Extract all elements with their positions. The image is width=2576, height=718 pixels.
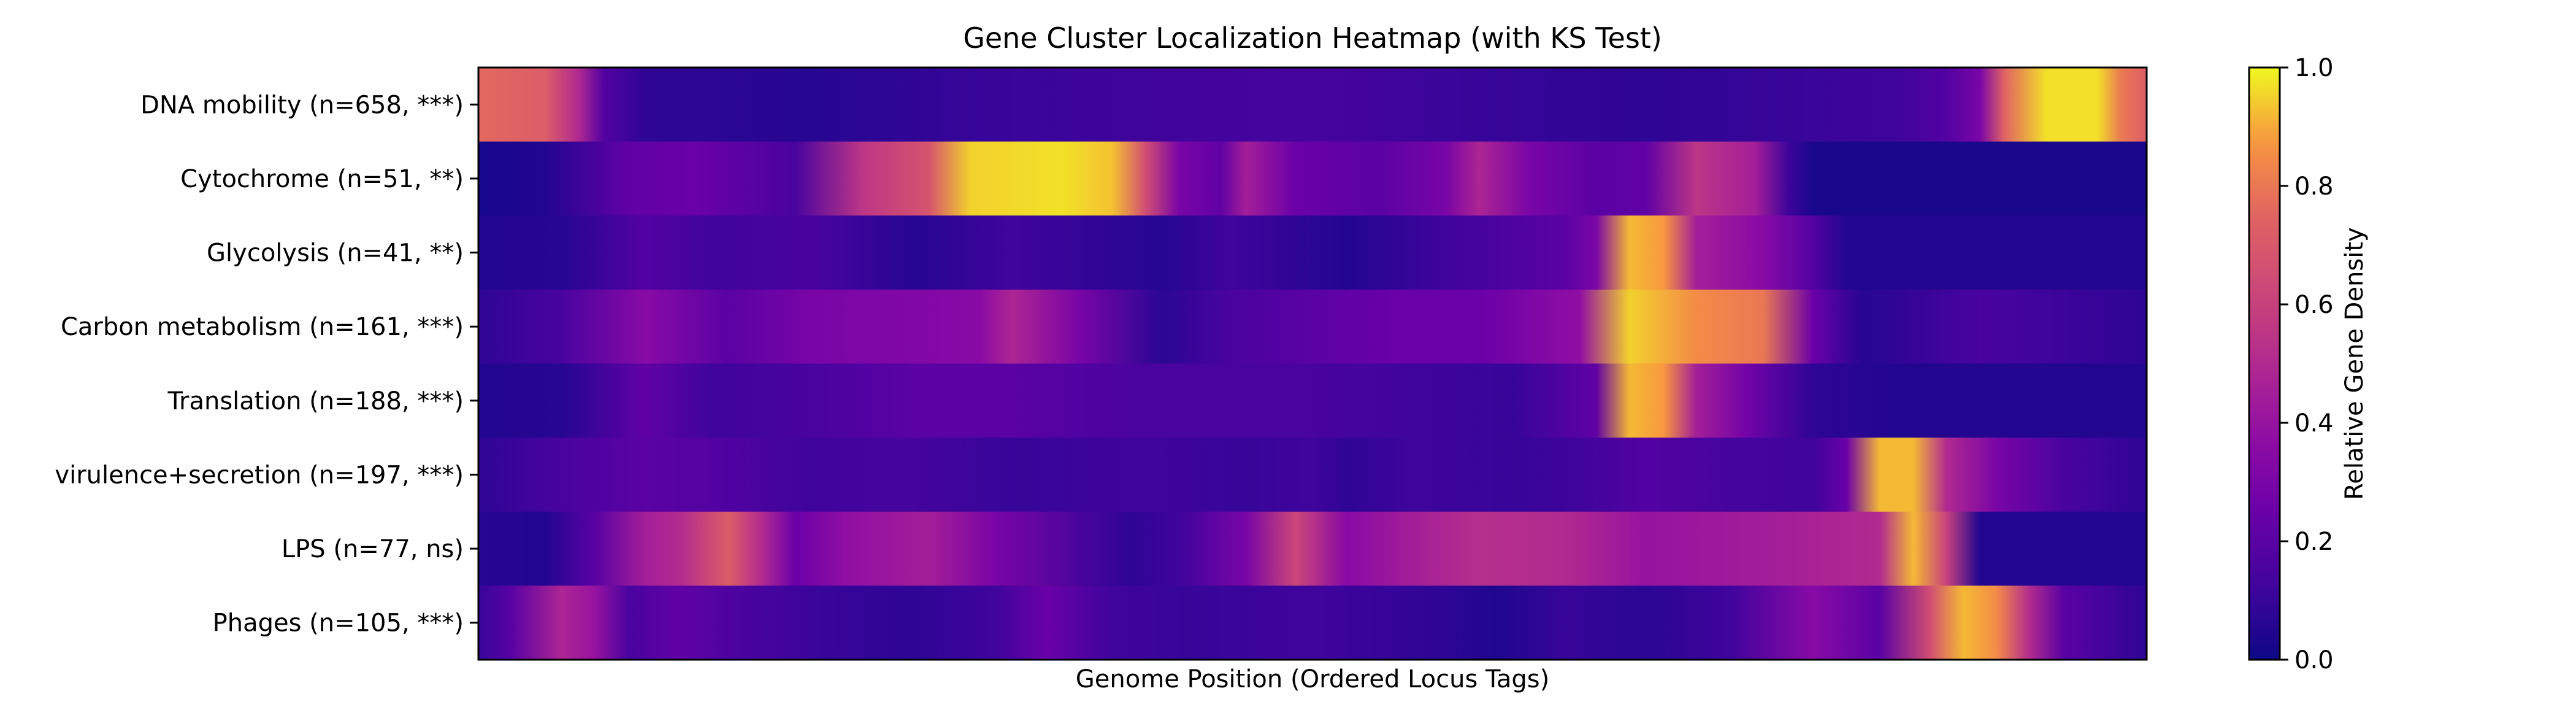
- x-axis-label: Genome Position (Ordered Locus Tags): [1076, 665, 1549, 693]
- colorbar-tick-label: 0.6: [2294, 291, 2334, 319]
- y-tick-label: Carbon metabolism (n=161, ***): [61, 313, 464, 341]
- heatmap-row-3: [478, 289, 2147, 365]
- heatmap-row-0: [478, 68, 2147, 142]
- y-tick-label: LPS (n=77, ns): [282, 535, 464, 563]
- heatmap-row-1: [478, 141, 2147, 216]
- colorbar: 0.0 0.2 0.4 0.6 0.8 1.0 Relative Gene Density: [2248, 54, 2369, 674]
- heatmap-row-7: [478, 585, 2147, 660]
- colorbar-gradient: [2248, 66, 2281, 661]
- chart-title: Gene Cluster Localization Heatmap (with …: [963, 21, 1662, 55]
- colorbar-tick-label: 0.8: [2294, 172, 2334, 201]
- y-tick-label: Phages (n=105, ***): [213, 609, 464, 638]
- y-tick-label: Glycolysis (n=41, **): [207, 239, 464, 268]
- heatmap-row-6: [478, 511, 2147, 586]
- y-tick-label: Translation (n=188, ***): [167, 387, 464, 415]
- colorbar-tick-label: 0.0: [2294, 646, 2334, 674]
- colorbar-tick-label: 1.0: [2294, 54, 2334, 82]
- heatmap-row-4: [478, 363, 2147, 438]
- plot-frame: [477, 66, 2148, 661]
- heatmap-row-2: [478, 215, 2147, 290]
- y-tick-label: Cytochrome (n=51, **): [180, 165, 464, 193]
- heatmap-rows: DNA mobility (n=658, ***) Cytochrome (n=5…: [55, 68, 2147, 660]
- colorbar-tick-label: 0.2: [2294, 528, 2334, 556]
- colorbar-tick-label: 0.4: [2294, 409, 2334, 438]
- heatmap-row-5: [478, 438, 2147, 512]
- y-tick-label: virulence+secretion (n=197, ***): [55, 461, 464, 489]
- colorbar-label: Relative Gene Density: [2340, 227, 2369, 500]
- y-tick-label: DNA mobility (n=658, ***): [140, 91, 464, 119]
